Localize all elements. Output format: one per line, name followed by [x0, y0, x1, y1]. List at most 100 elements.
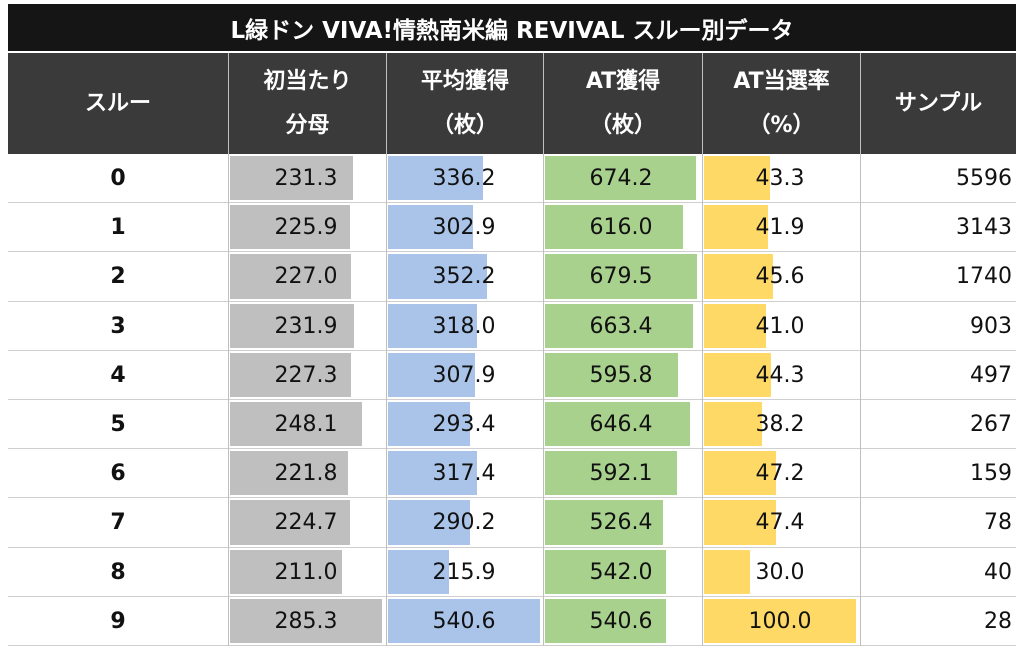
- sample-cell: 5596: [956, 166, 1012, 192]
- header-sublabel: （%）: [748, 112, 815, 138]
- sample-cell: 1740: [956, 264, 1012, 290]
- avg-gain-value: 307.9: [432, 362, 496, 388]
- through-cell: 7: [110, 510, 126, 536]
- at-rate-value: 38.2: [755, 412, 805, 438]
- at-rate-value: 47.2: [755, 461, 805, 487]
- at-gain-value: 646.4: [589, 412, 653, 438]
- through-cell: 0: [110, 166, 126, 192]
- at-rate-bar: [704, 598, 856, 643]
- at-gain-bar: [545, 402, 690, 447]
- column-divider: [386, 53, 387, 646]
- at-gain-bar: [545, 303, 694, 348]
- at-gain-value: 540.6: [589, 608, 653, 634]
- at-rate-value: 41.9: [755, 215, 805, 241]
- denominator-value: 248.1: [274, 412, 338, 438]
- denominator-value: 285.3: [274, 608, 338, 634]
- denominator-value: 211.0: [274, 559, 338, 585]
- header-sample: サンプル: [861, 53, 1016, 154]
- at-gain-bar: [545, 549, 667, 594]
- denominator-bar: [230, 500, 350, 545]
- at-gain-value: 679.5: [589, 264, 653, 290]
- at-rate-bar: [704, 549, 750, 594]
- header-label: AT当選率: [733, 68, 830, 94]
- row-divider: [8, 399, 1016, 400]
- header-through: スルー: [8, 53, 228, 154]
- at-rate-bar: [704, 402, 763, 447]
- at-rate-value: 41.0: [755, 313, 805, 339]
- avg-gain-value: 352.2: [432, 264, 496, 290]
- at-rate-value: 44.3: [755, 362, 805, 388]
- avg-gain-bar: [388, 598, 540, 643]
- at-gain-value: 526.4: [589, 510, 653, 536]
- at-gain-bar: [545, 500, 663, 545]
- through-cell: 4: [110, 362, 126, 388]
- avg-gain-value: 336.2: [432, 166, 496, 192]
- header-label: 平均獲得: [420, 68, 509, 94]
- avg-gain-value: 290.2: [432, 510, 496, 536]
- sample-cell: 159: [970, 461, 1012, 487]
- avg-gain-bar: [388, 254, 488, 299]
- header-at-rate: AT当選率 （%）: [703, 53, 860, 154]
- data-table: L緑ドン VIVA!情熱南米編 REVIVAL スルー別データ スルー 初当たり分…: [8, 4, 1016, 648]
- through-cell: 3: [110, 313, 126, 339]
- avg-gain-value: 317.4: [432, 461, 496, 487]
- avg-gain-bar: [388, 402, 471, 447]
- at-rate-bar: [704, 254, 774, 299]
- denominator-bar: [230, 352, 352, 397]
- denominator-value: 227.3: [274, 362, 338, 388]
- header-at-gain: AT獲得 （枚）: [544, 53, 702, 154]
- row-divider: [8, 202, 1016, 204]
- row-divider: [8, 546, 1016, 548]
- through-cell: 5: [110, 412, 126, 438]
- at-gain-value: 592.1: [589, 461, 653, 487]
- at-rate-value: 45.6: [755, 264, 805, 290]
- avg-gain-bar: [388, 500, 470, 545]
- at-gain-bar: [545, 205, 683, 250]
- avg-gain-bar: [388, 156, 483, 201]
- row-divider: [8, 497, 1016, 499]
- at-rate-bar: [704, 156, 770, 201]
- denominator-value: 221.8: [274, 461, 338, 487]
- denominator-value: 225.9: [274, 215, 338, 241]
- sample-cell: 267: [970, 412, 1012, 438]
- at-gain-value: 663.4: [589, 313, 653, 339]
- header-sublabel: （枚）: [431, 112, 498, 138]
- through-cell: 9: [110, 608, 126, 634]
- at-rate-value: 43.3: [755, 166, 805, 192]
- header-label: スルー: [84, 90, 151, 116]
- header-label: 初当たり: [263, 68, 352, 94]
- at-gain-value: 595.8: [589, 362, 653, 388]
- at-gain-bar: [545, 451, 678, 496]
- row-divider: [8, 645, 1016, 646]
- header-sublabel: 分母: [285, 112, 330, 138]
- at-gain-bar: [545, 254, 697, 299]
- avg-gain-bar: [388, 205, 474, 250]
- row-divider: [8, 595, 1016, 597]
- at-gain-bar: [545, 352, 679, 397]
- header-avg-gain: 平均獲得 （枚）: [387, 53, 543, 154]
- denominator-bar: [230, 402, 363, 447]
- avg-gain-value: 293.4: [432, 412, 496, 438]
- column-divider: [228, 53, 229, 646]
- denominator-bar: [230, 451, 349, 496]
- denominator-bar: [230, 205, 351, 250]
- denominator-bar: [230, 549, 343, 594]
- denominator-value: 231.3: [274, 166, 338, 192]
- avg-gain-bar: [388, 549, 449, 594]
- at-gain-value: 616.0: [589, 215, 653, 241]
- avg-gain-value: 540.6: [432, 608, 496, 634]
- at-rate-bar: [704, 303, 767, 348]
- sample-cell: 28: [984, 608, 1012, 634]
- at-rate-value: 47.4: [755, 510, 805, 536]
- at-gain-bar: [545, 598, 666, 643]
- denominator-value: 227.0: [274, 264, 338, 290]
- header-label: AT獲得: [585, 68, 661, 94]
- through-cell: 6: [110, 461, 126, 487]
- denominator-bar: [230, 156, 354, 201]
- denominator-value: 231.9: [274, 313, 338, 339]
- sample-cell: 903: [970, 313, 1012, 339]
- avg-gain-value: 318.0: [432, 313, 496, 339]
- at-rate-bar: [704, 451, 776, 496]
- avg-gain-bar: [388, 303, 478, 348]
- through-cell: 8: [110, 559, 126, 585]
